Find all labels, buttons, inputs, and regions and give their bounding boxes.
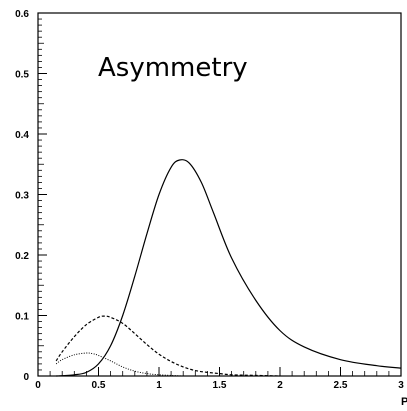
series-line-solid [56,159,402,377]
x-tick-label: 2 [277,380,283,391]
y-tick-label: 0.3 [15,191,29,202]
y-tick-label: 0 [23,372,29,383]
y-tick-label: 0.6 [15,9,29,20]
axis-tick-labels: 0 0.5 1 1.5 2 2.5 3 0 0.1 0.2 0.3 0.4 0.5 0.6 [15,9,404,391]
x-axis-label: P [401,396,407,408]
series-line-dashed [55,315,281,377]
axis-ticks [37,12,402,377]
y-tick-label: 0.1 [15,312,29,323]
x-tick-label: 0.5 [92,380,106,391]
y-tick-label: 0.2 [15,251,29,262]
y-tick-label: 0.4 [15,130,29,141]
x-tick-label: 0 [35,380,41,391]
chart-title: Asymmetry [98,53,248,83]
x-tick-label: 1 [156,380,162,391]
x-tick-label: 2.5 [334,380,348,391]
x-tick-label: 1.5 [213,380,227,391]
x-tick-label: 3 [398,380,404,391]
series-line-dotted [55,352,196,377]
y-tick-label: 0.5 [15,70,29,81]
curves [55,159,402,377]
